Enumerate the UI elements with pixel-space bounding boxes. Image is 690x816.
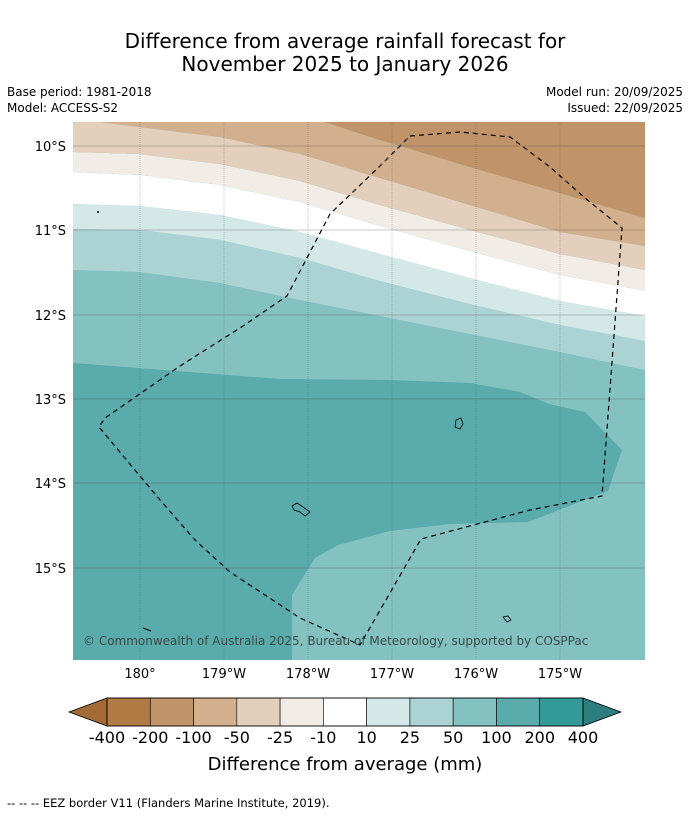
band-50 [73,229,645,370]
colorbar-cell [496,697,541,727]
lat-label: 11°S [35,224,66,239]
map-area: © Commonwealth of Australia 2025, Bureau… [73,122,645,660]
colorbar: -400 -200 -100 -50 -25 -10 10 25 50 100 200 400 Dif… [67,697,623,775]
colorbar-cell [323,697,367,727]
lon-label: 175°W [538,667,582,682]
colorbar-cell [106,697,151,727]
footnote: -- -- -- EEZ border V11 (Flanders Marine… [7,796,330,810]
colorbar-cells [106,697,584,727]
island-reef [142,627,152,632]
lon-label: 179°W [202,667,246,682]
copyright-text: © Commonwealth of Australia 2025, Bureau… [83,634,588,648]
lon-label: 177°W [370,667,414,682]
model-name: Model: ACCESS-S2 [7,101,119,115]
colorbar-cell [452,697,497,727]
colorbar-tick-label: 400 [568,728,599,747]
eez-border [98,131,623,646]
colorbar-cell [409,697,454,727]
colorbar-tick-label: 200 [524,728,555,747]
lat-label: 14°S [35,477,66,492]
meta-left: Base period: 1981-2018 Model: ACCESS-S2 [7,84,152,116]
band-minus10 [73,152,645,291]
band-100 [73,270,645,660]
lon-labels: 180° 179°W 178°W 177°W 176°W 175°W [124,667,582,682]
colorbar-tick-label: 10 [356,728,376,747]
colorbar-ticks: -400 -200 -100 -50 -25 -10 10 25 50 100 200 400 [89,728,598,747]
colorbar-cell [279,697,324,727]
title-line-1: Difference from average rainfall forecas… [124,29,566,53]
issued-date: Issued: 22/09/2025 [567,101,683,115]
colorbar-tick-label: -50 [224,728,250,747]
lat-label: 10°S [35,140,66,155]
colorbar-extend-low [67,697,108,727]
colorbar-tick-label: -100 [175,728,211,747]
colorbar-tick-label: 25 [400,728,420,747]
colorbar-tick-label: -10 [310,728,336,747]
graticule [73,122,645,660]
lon-label: 178°W [286,667,330,682]
lat-label: 13°S [35,393,66,408]
colorbar-cell [539,697,584,727]
map-speck [97,211,99,213]
colorbar-title: Difference from average (mm) [208,754,483,775]
colorbar-cell [366,697,411,727]
colorbar-tick-label: -400 [89,728,125,747]
colorbar-tick-label: 50 [443,728,463,747]
colorbar-cell [149,697,194,727]
band-minus25 [73,122,645,270]
colorbar-cell [236,697,281,727]
island-small [502,615,512,623]
colorbar-frame [106,697,584,727]
lat-label: 15°S [35,562,66,577]
colorbar-tick-label: 100 [481,728,512,747]
band-10 [73,172,645,316]
lon-label: 180° [124,667,155,682]
colorbar-tick-label: -200 [132,728,168,747]
band-25 [73,204,645,341]
island-futuna [291,502,311,517]
meta-right: Model run: 20/09/2025 Issued: 22/09/2025 [546,84,683,116]
band-minus50 [100,122,645,246]
colorbar-tick-label: -25 [267,728,293,747]
colorbar-cell [193,697,238,727]
lat-labels: 10°S 11°S 12°S 13°S 14°S 15°S [35,140,66,577]
title-line-2: November 2025 to January 2026 [181,52,509,76]
base-period: Base period: 1981-2018 [7,85,152,99]
chart-title: Difference from average rainfall forecas… [0,30,690,76]
model-run: Model run: 20/09/2025 [545,85,683,99]
lon-label: 176°W [454,667,498,682]
colorbar-extend-high [582,697,623,727]
island-uvea [454,417,464,430]
lat-label: 12°S [35,309,66,324]
